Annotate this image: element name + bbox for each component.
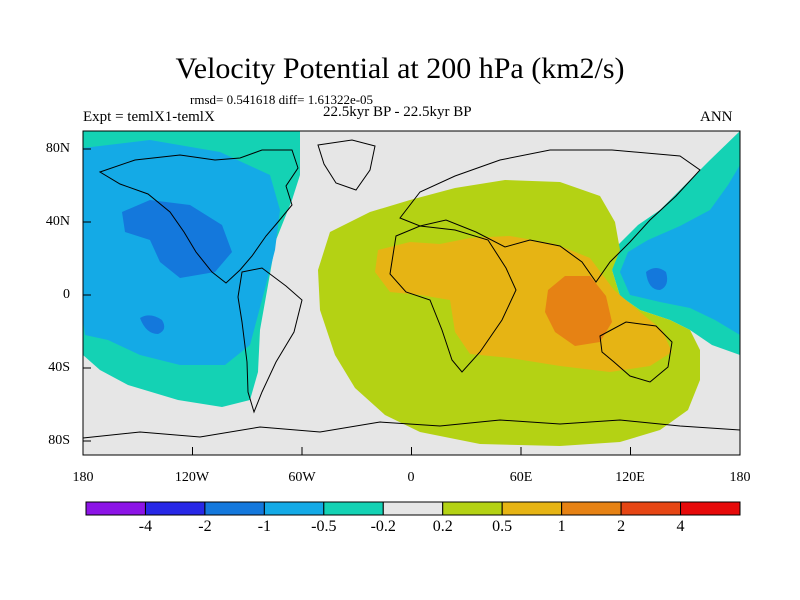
coast-south-america bbox=[237, 267, 303, 414]
negative-contour-west-spot bbox=[140, 315, 165, 334]
colorbar-swatch bbox=[680, 501, 741, 516]
lon-tick-label: 0 bbox=[407, 470, 415, 485]
negative-contour-east-mid bbox=[620, 165, 740, 335]
stats-label: rmsd= 0.541618 diff= 1.61322e-05 bbox=[190, 92, 374, 107]
colorbar-swatch bbox=[382, 501, 444, 516]
lon-tick-label: 120W bbox=[174, 470, 210, 485]
lat-tick-label: 40N bbox=[45, 214, 70, 229]
lon-tick-label: 60E bbox=[509, 470, 533, 485]
colorbar-label: -0.2 bbox=[370, 518, 396, 535]
colorbar-swatch bbox=[561, 501, 622, 516]
negative-contour-west-inner bbox=[122, 200, 232, 278]
coast-africa bbox=[389, 225, 517, 373]
coastlines bbox=[83, 139, 740, 439]
negative-contour-east-inner bbox=[646, 268, 668, 290]
colorbar-label: 1 bbox=[557, 518, 566, 535]
colorbar-swatch bbox=[204, 501, 265, 516]
lat-tick-label: 0 bbox=[63, 287, 70, 302]
colorbar-swatch bbox=[144, 501, 206, 516]
colorbar-label: 0.2 bbox=[432, 518, 453, 535]
lon-tick-label: 120E bbox=[615, 470, 645, 485]
coast-antarctica bbox=[83, 419, 740, 439]
colorbar-swatch bbox=[501, 501, 563, 516]
map-field bbox=[83, 131, 740, 455]
colorbar-swatch bbox=[323, 501, 384, 516]
coast-north-america bbox=[98, 149, 299, 284]
experiment-label: Expt = temlX1-temlX bbox=[83, 109, 215, 125]
colorbar-label: -1 bbox=[257, 518, 272, 535]
lat-tick-label: 40S bbox=[48, 360, 70, 375]
coast-australia bbox=[599, 321, 673, 383]
lat-tick-label: 80N bbox=[45, 141, 70, 156]
coast-greenland bbox=[317, 139, 376, 191]
positive-contour-inner bbox=[545, 276, 612, 346]
lon-tick-label: 180 bbox=[72, 470, 94, 485]
colorbar-swatch bbox=[263, 501, 325, 516]
lon-tick-label: 60W bbox=[288, 470, 316, 485]
plot-title: Velocity Potential at 200 hPa (km2/s) bbox=[175, 52, 625, 85]
lon-tick-marks bbox=[82, 447, 741, 455]
lat-tick-marks bbox=[83, 148, 91, 442]
colorbar-swatch bbox=[620, 501, 682, 516]
colorbar-label: 2 bbox=[617, 518, 626, 535]
colorbar-swatch bbox=[442, 501, 503, 516]
colorbar-swatch bbox=[85, 501, 146, 516]
period-label: 22.5kyr BP - 22.5kyr BP bbox=[323, 104, 472, 120]
colorbar-label: -0.5 bbox=[311, 518, 337, 535]
colorbar-label: -4 bbox=[138, 518, 153, 535]
lat-tick-label: 80S bbox=[48, 433, 70, 448]
colorbar-label: -2 bbox=[198, 518, 212, 535]
lon-tick-label: 180 bbox=[729, 470, 751, 485]
colorbar-label: 0.5 bbox=[492, 518, 513, 535]
coast-eurasia bbox=[399, 149, 701, 283]
season-label: ANN bbox=[700, 109, 733, 125]
colorbar bbox=[85, 501, 741, 516]
colorbar-label: 4 bbox=[676, 518, 685, 535]
